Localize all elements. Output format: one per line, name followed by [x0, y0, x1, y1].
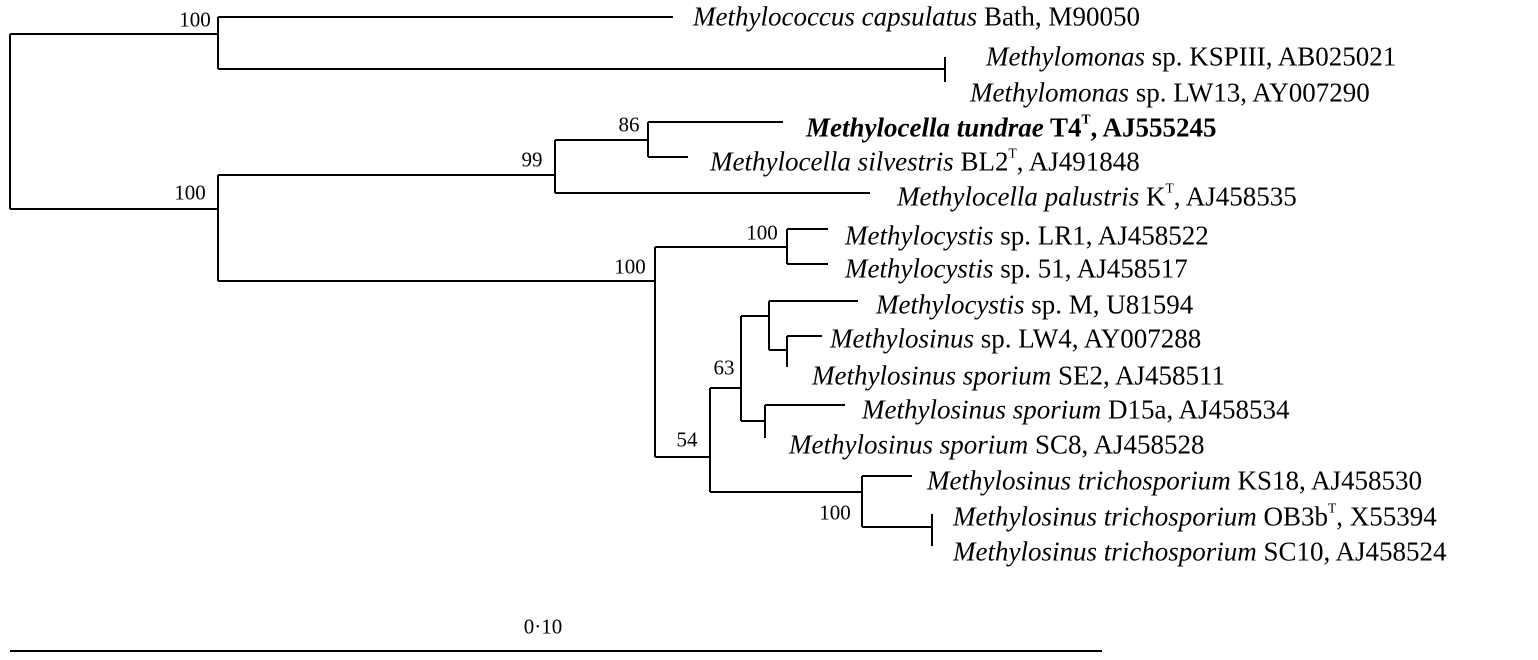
taxon-label: Methylosinus sp. LW4, AY007288	[830, 323, 1202, 354]
taxon-label: Methylocella tundrae T4T, AJ555245	[806, 111, 1217, 143]
taxon-strain: T4	[1043, 112, 1082, 143]
taxon-strain: D15a, AJ458534	[1101, 394, 1290, 425]
taxon-strain: Bath, M90050	[977, 1, 1140, 32]
taxon-species-name: Methylosinus	[830, 323, 974, 354]
taxon-label: Methylomonas sp. LW13, AY007290	[970, 77, 1370, 108]
taxon-label: Methylosinus sporium D15a, AJ458534	[862, 394, 1290, 425]
taxon-label: Methylosinus sporium SC8, AJ458528	[789, 429, 1205, 460]
bootstrap-value: 63	[713, 355, 735, 380]
taxon-strain: sp. LR1, AJ458522	[993, 220, 1209, 251]
taxon-strain: SE2, AJ458511	[1051, 360, 1226, 391]
taxon-species-name: Methylosinus trichosporium	[927, 465, 1231, 496]
taxon-label: Methylocella silvestris BL2T, AJ491848	[710, 145, 1140, 177]
taxon-accession: , X55394	[1336, 501, 1437, 532]
taxon-label: Methylosinus trichosporium SC10, AJ45852…	[953, 536, 1447, 567]
taxon-species-name: Methylomonas	[970, 77, 1129, 108]
taxon-species-name: Methylosinus sporium	[812, 360, 1052, 391]
taxon-strain: sp. KSPIII, AB025021	[1144, 41, 1397, 72]
taxon-label: Methylocystis sp. 51, AJ458517	[845, 253, 1188, 284]
bootstrap-value: 100	[614, 254, 646, 279]
taxon-species-name: Methylosinus sporium	[789, 429, 1029, 460]
type-strain-superscript: T	[1165, 180, 1174, 196]
taxon-species-name: Methylocella silvestris	[710, 146, 954, 177]
taxon-species-name: Methylomonas	[986, 41, 1145, 72]
type-strain-superscript: T	[1008, 145, 1017, 161]
taxon-strain: sp. M, U81594	[1024, 289, 1194, 320]
taxon-strain: SC10, AJ458524	[1256, 536, 1447, 567]
taxon-label: Methylocystis sp. M, U81594	[876, 289, 1194, 320]
taxon-label: Methylosinus trichosporium KS18, AJ45853…	[927, 465, 1423, 496]
taxon-species-name: Methylococcus capsulatus	[693, 1, 978, 32]
taxon-strain: BL2	[953, 146, 1009, 177]
bootstrap-value: 54	[676, 427, 698, 452]
taxon-strain: K	[1139, 181, 1166, 212]
bootstrap-value: 100	[174, 180, 206, 205]
taxon-strain: sp. LW4, AY007288	[973, 323, 1202, 354]
taxon-species-name: Methylocystis	[845, 220, 994, 251]
type-strain-superscript: T	[1081, 111, 1091, 127]
bootstrap-value: 86	[618, 112, 640, 137]
taxon-species-name: Methylocella palustris	[897, 181, 1140, 212]
taxon-label: Methylosinus sporium SE2, AJ458511	[812, 360, 1226, 391]
taxon-label: Methylomonas sp. KSPIII, AB025021	[986, 41, 1397, 72]
scale-bar-label: 0·10	[523, 614, 563, 639]
taxon-label: Methylocella palustris KT, AJ458535	[897, 180, 1297, 212]
taxon-accession: , AJ555245	[1090, 112, 1217, 143]
taxon-strain: SC8, AJ458528	[1028, 429, 1205, 460]
taxon-species-name: Methylosinus trichosporium	[953, 536, 1257, 567]
bootstrap-value: 100	[179, 7, 211, 32]
bootstrap-value: 100	[819, 500, 851, 525]
taxon-strain: sp. LW13, AY007290	[1128, 77, 1370, 108]
taxon-accession: , AJ491848	[1016, 146, 1140, 177]
taxon-strain: OB3b	[1256, 501, 1329, 532]
taxon-strain: KS18, AJ458530	[1230, 465, 1423, 496]
taxon-label: Methylocystis sp. LR1, AJ458522	[845, 220, 1209, 251]
taxon-species-name: Methylosinus trichosporium	[953, 501, 1257, 532]
taxon-strain: sp. 51, AJ458517	[993, 253, 1188, 284]
taxon-label: Methylosinus trichosporium OB3bT, X55394	[953, 500, 1437, 532]
bootstrap-value: 99	[521, 147, 543, 172]
taxon-species-name: Methylocella tundrae	[806, 112, 1044, 143]
taxon-accession: , AJ458535	[1173, 181, 1297, 212]
bootstrap-value: 100	[746, 220, 778, 245]
type-strain-superscript: T	[1328, 500, 1337, 516]
taxon-species-name: Methylocystis	[845, 253, 994, 284]
taxon-species-name: Methylosinus sporium	[862, 394, 1102, 425]
taxon-label: Methylococcus capsulatus Bath, M90050	[693, 1, 1140, 32]
taxon-species-name: Methylocystis	[876, 289, 1025, 320]
